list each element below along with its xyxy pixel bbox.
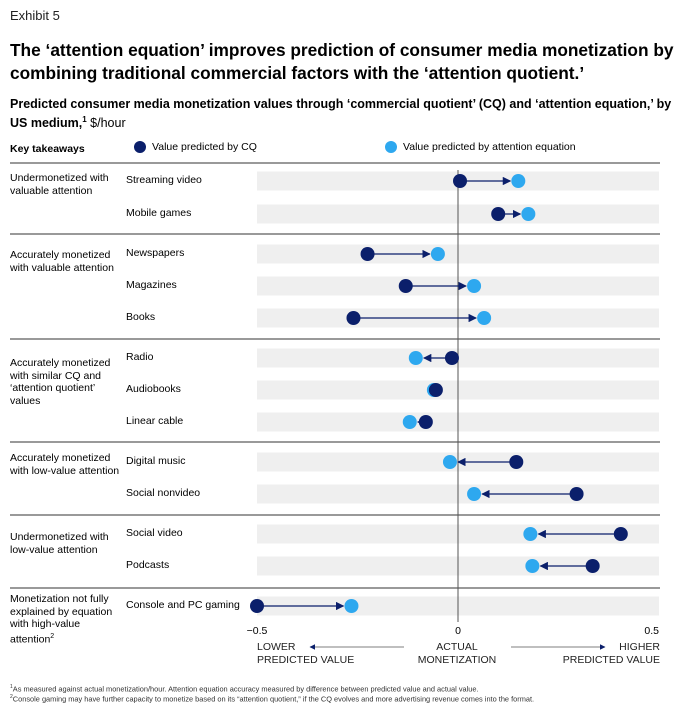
- group-label: Undermonetized with valuable attention: [10, 172, 109, 197]
- subtitle-unit: $/hour: [86, 116, 126, 131]
- group-label: Undermonetized with low-value attention: [10, 531, 109, 556]
- row-label: Linear cable: [126, 415, 184, 427]
- row-label: Magazines: [126, 279, 177, 291]
- footnote-1: 1As measured against actual monetization…: [10, 684, 675, 693]
- group-label: Accurately monetized with valuable atten…: [10, 249, 114, 274]
- row-label: Radio: [126, 351, 154, 363]
- footnote-1-mark: 1: [10, 684, 13, 690]
- cq-dot: [569, 487, 584, 501]
- row-label: Audiobooks: [126, 383, 181, 395]
- attention-dot: [408, 351, 423, 365]
- row-label: Mobile games: [126, 207, 192, 219]
- cq-dot: [428, 383, 443, 397]
- x-tick-label: 0.5: [644, 625, 659, 637]
- chart-subtitle: Predicted consumer media monetization va…: [10, 96, 675, 131]
- row-label: Social nonvideo: [126, 487, 201, 499]
- axis-caption-center-line2: MONETIZATION: [417, 654, 497, 666]
- group-label: Monetization not fully explained by equa…: [10, 593, 113, 645]
- group-label: Accurately monetized with low-value atte…: [10, 452, 120, 477]
- attention-dot: [402, 415, 417, 429]
- cq-dot: [453, 174, 468, 188]
- cq-dot: [398, 279, 413, 293]
- cq-dot: [360, 247, 375, 261]
- footnote-1-text: As measured against actual monetization/…: [12, 684, 479, 694]
- legend-dot-cq: [134, 141, 146, 153]
- axis-caption-left: LOWER PREDICTED VALUE: [257, 641, 354, 667]
- axis-caption-left-line1: LOWER: [257, 641, 296, 653]
- row-label: Podcasts: [126, 559, 170, 571]
- axis-caption-left-line2: PREDICTED VALUE: [257, 654, 355, 666]
- group-label-footnote-mark: 2: [50, 632, 55, 640]
- x-tick-label: −0.5: [246, 625, 268, 637]
- legend-item-attention: Value predicted by attention equation: [385, 141, 576, 153]
- x-tick-label: 0: [455, 625, 461, 637]
- subtitle-text: Predicted consumer media monetization va…: [10, 97, 672, 131]
- cq-dot: [509, 455, 524, 469]
- legend-dot-attention: [385, 141, 397, 153]
- attention-dot: [344, 599, 359, 613]
- row-label: Newspapers: [126, 247, 185, 259]
- row-label: Books: [126, 311, 156, 323]
- footnote-2-text: Console gaming may have further capacity…: [12, 694, 535, 704]
- cq-dot: [585, 559, 600, 573]
- row-label: Digital music: [126, 455, 186, 467]
- attention-dot: [442, 455, 457, 469]
- subtitle-footnote-mark: 1: [82, 115, 87, 124]
- axis-caption-center: ACTUAL MONETIZATION: [408, 641, 506, 667]
- attention-dot: [511, 174, 526, 188]
- legend-item-cq: Value predicted by CQ: [134, 141, 257, 153]
- legend-label-cq: Value predicted by CQ: [152, 141, 257, 153]
- cq-dot: [250, 599, 264, 613]
- axis-caption-right-line2: PREDICTED VALUE: [562, 654, 660, 666]
- attention-dot: [430, 247, 445, 261]
- cq-dot: [491, 207, 506, 221]
- chart-title: The ‘attention equation’ improves predic…: [10, 40, 674, 83]
- axis-caption-center-line1: ACTUAL: [436, 641, 478, 653]
- cq-dot: [444, 351, 459, 365]
- key-takeaways-heading: Key takeaways: [10, 143, 85, 155]
- attention-dot: [467, 279, 482, 293]
- footnote-2-mark: 2: [10, 694, 13, 700]
- attention-dot: [477, 311, 492, 325]
- row-label: Console and PC gaming: [126, 599, 240, 611]
- group-label: Accurately monetized with similar CQ and…: [10, 357, 111, 407]
- cq-dot: [613, 527, 628, 541]
- attention-dot: [525, 559, 540, 573]
- exhibit-label: Exhibit 5: [10, 8, 60, 23]
- attention-dot: [467, 487, 482, 501]
- attention-dot: [521, 207, 536, 221]
- attention-dot: [523, 527, 538, 541]
- axis-caption-right: HIGHER PREDICTED VALUE: [540, 641, 660, 667]
- footnote-2: 2Console gaming may have further capacit…: [10, 694, 675, 703]
- row-label: Social video: [126, 527, 183, 539]
- axis-caption-right-line1: HIGHER: [619, 641, 660, 653]
- cq-dot: [418, 415, 433, 429]
- legend-label-attention: Value predicted by attention equation: [403, 141, 576, 153]
- row-label: Streaming video: [126, 174, 202, 186]
- cq-dot: [346, 311, 361, 325]
